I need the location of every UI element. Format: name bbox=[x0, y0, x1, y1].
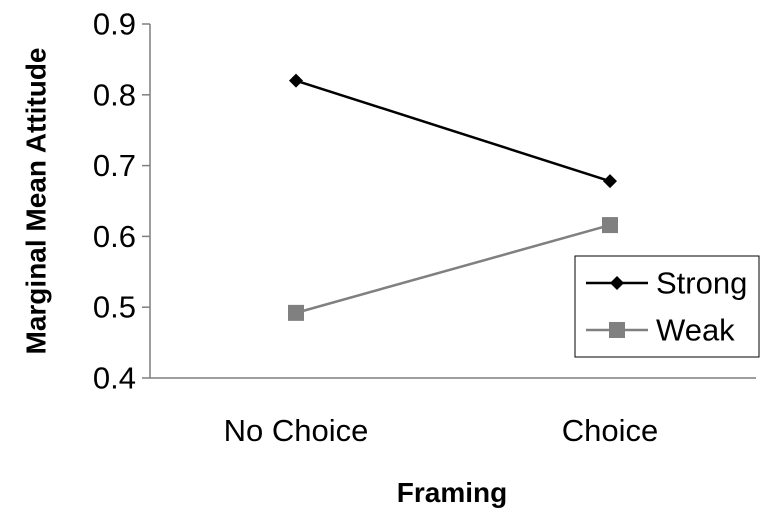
legend-marker-weak bbox=[609, 322, 625, 338]
legend-box bbox=[574, 255, 760, 358]
y-axis-title: Marginal Mean Attitude bbox=[20, 48, 51, 355]
legend-label-weak: Weak bbox=[656, 313, 735, 348]
y-tick-label: 0.6 bbox=[93, 219, 136, 254]
x-tick-label: Choice bbox=[562, 413, 659, 448]
data-point-strong bbox=[289, 73, 303, 88]
y-tick-label: 0.5 bbox=[93, 290, 136, 325]
y-tick-label: 0.7 bbox=[93, 148, 136, 183]
y-tick-label: 0.8 bbox=[93, 77, 136, 112]
data-point-weak bbox=[602, 217, 618, 234]
series-weak bbox=[288, 217, 618, 321]
x-tick-label: No Choice bbox=[224, 413, 369, 448]
legend-label-strong: Strong bbox=[656, 266, 747, 301]
data-point-weak bbox=[288, 304, 304, 321]
legend-marker-strong bbox=[610, 276, 624, 290]
x-axis-title: Framing bbox=[397, 477, 507, 508]
series-strong bbox=[289, 73, 617, 189]
legend: Strong Weak bbox=[574, 255, 760, 358]
series-line-strong bbox=[295, 79, 611, 183]
data-point-strong bbox=[603, 174, 617, 189]
y-tick-label: 0.4 bbox=[93, 361, 136, 396]
y-tick-label: 0.9 bbox=[93, 7, 136, 42]
series-line-weak bbox=[295, 223, 611, 315]
